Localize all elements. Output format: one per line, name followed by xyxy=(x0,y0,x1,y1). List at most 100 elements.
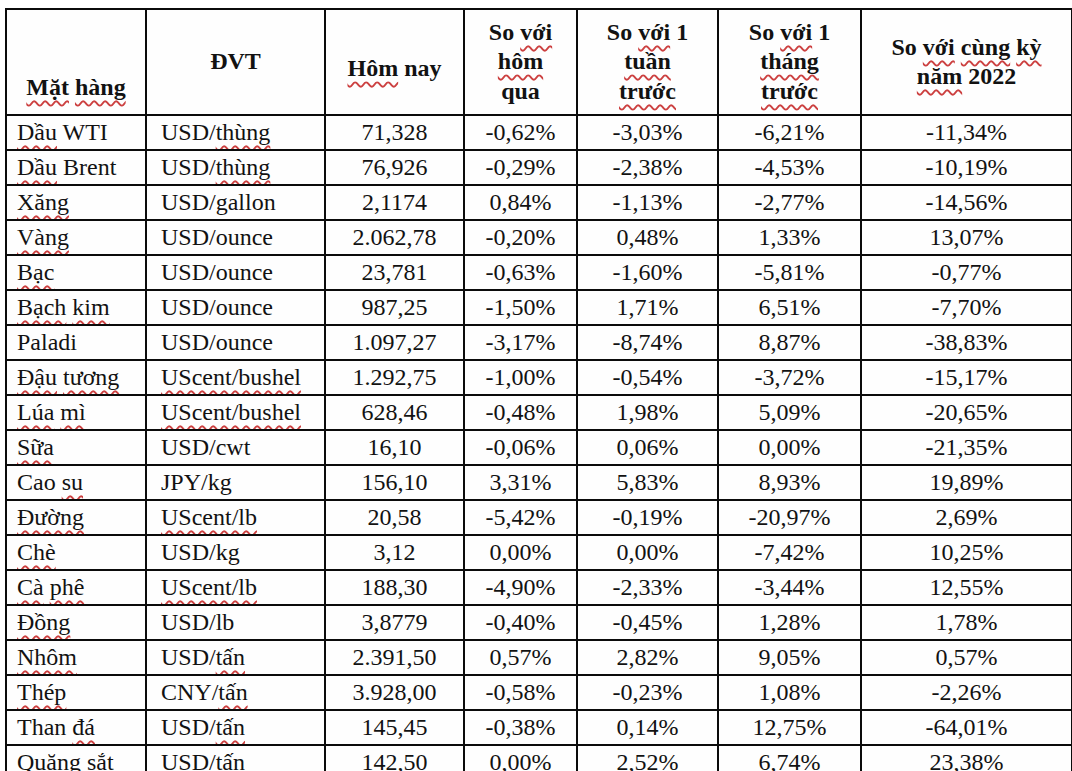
vs-2022-cell: -14,56% xyxy=(861,185,1072,220)
vs-week-cell: -8,74% xyxy=(577,325,718,360)
text-segment: So xyxy=(489,19,520,45)
commodity-name-cell: Cà phê xyxy=(6,570,146,605)
table-row: Đậu tươngUScent/bushel1.292,75-1,00%-0,5… xyxy=(6,360,1072,395)
misspelled-word: tấn xyxy=(216,714,245,740)
text-segment: So xyxy=(607,19,638,45)
misspelled-word: với xyxy=(923,34,955,60)
vs-2022-cell: -0,77% xyxy=(861,255,1072,290)
vs-yesterday-cell: 0,57% xyxy=(464,640,577,675)
commodity-name-cell: Than đá xyxy=(6,710,146,745)
unit-cell: USD/kg xyxy=(146,535,325,570)
commodity-name-cell: Thép xyxy=(6,675,146,710)
text-segment: USD/ xyxy=(161,749,216,771)
unit-cell: UScent/lb xyxy=(146,500,325,535)
header-line: So với cùng kỳ xyxy=(864,33,1069,62)
vs-week-cell: -0,45% xyxy=(577,605,718,640)
vs-2022-cell: 2,69% xyxy=(861,500,1072,535)
misspelled-word: năm xyxy=(917,63,962,89)
unit-cell: USD/thùng xyxy=(146,115,325,150)
commodity-name-cell: Dầu WTI xyxy=(6,115,146,150)
column-header-unit: ĐVT xyxy=(146,9,325,115)
vs-week-cell: 5,83% xyxy=(577,465,718,500)
misspelled-word: kim xyxy=(72,294,109,320)
table-row: ChèUSD/kg3,120,00%0,00%-7,42%10,25% xyxy=(6,535,1072,570)
vs-yesterday-cell: -0,38% xyxy=(464,710,577,745)
commodity-name-cell: Đường xyxy=(6,500,146,535)
unit-cell: JPY/kg xyxy=(146,465,325,500)
text-segment: USD/ounce xyxy=(161,329,273,355)
unit-cell: USD/ounce xyxy=(146,325,325,360)
today-value-cell: 3.928,00 xyxy=(325,675,464,710)
commodity-name-cell: Sữa xyxy=(6,430,146,465)
table-row: PaladiUSD/ounce1.097,27-3,17%-8,74%8,87%… xyxy=(6,325,1072,360)
text-segment: USD/ xyxy=(161,154,216,180)
vs-week-cell: 1,71% xyxy=(577,290,718,325)
vs-month-cell: 8,93% xyxy=(718,465,861,500)
vs-month-cell: -5,81% xyxy=(718,255,861,290)
header-line: tuần xyxy=(580,47,715,76)
table-header: Mặt hàngĐVTHôm naySo vớihômquaSo với 1tu… xyxy=(6,9,1072,115)
header-line: So với xyxy=(467,18,574,47)
vs-yesterday-cell: -5,42% xyxy=(464,500,577,535)
misspelled-word: trước xyxy=(761,78,818,104)
vs-yesterday-cell: -0,29% xyxy=(464,150,577,185)
misspelled-word: Bạc xyxy=(17,259,54,285)
misspelled-word: Thép xyxy=(17,679,66,705)
vs-yesterday-cell: -1,00% xyxy=(464,360,577,395)
text-segment: Cao xyxy=(17,469,62,495)
misspelled-word: UScent/bushel xyxy=(161,364,301,390)
unit-cell: USD/tấn xyxy=(146,745,325,771)
header-row: Mặt hàngĐVTHôm naySo vớihômquaSo với 1tu… xyxy=(6,9,1072,115)
misspelled-word: Vàng xyxy=(17,224,69,250)
vs-week-cell: -0,54% xyxy=(577,360,718,395)
column-header-name: Mặt hàng xyxy=(6,9,146,115)
vs-yesterday-cell: -0,40% xyxy=(464,605,577,640)
vs-week-cell: 2,52% xyxy=(577,745,718,771)
misspelled-word: Dầu xyxy=(17,154,57,180)
vs-week-cell: 0,14% xyxy=(577,710,718,745)
vs-yesterday-cell: -0,48% xyxy=(464,395,577,430)
vs-2022-cell: 13,07% xyxy=(861,220,1072,255)
vs-month-cell: 1,28% xyxy=(718,605,861,640)
vs-month-cell: -3,72% xyxy=(718,360,861,395)
table-body: Dầu WTIUSD/thùng71,328-0,62%-3,03%-6,21%… xyxy=(6,115,1072,771)
table-row: Lúa mìUScent/bushel628,46-0,48%1,98%5,09… xyxy=(6,395,1072,430)
vs-week-cell: -3,03% xyxy=(577,115,718,150)
table-row: ĐồngUSD/lb3,8779-0,40%-0,45%1,28%1,78% xyxy=(6,605,1072,640)
unit-cell: USD/gallon xyxy=(146,185,325,220)
commodity-name-cell: Xăng xyxy=(6,185,146,220)
today-value-cell: 1.097,27 xyxy=(325,325,464,360)
vs-week-cell: 1,98% xyxy=(577,395,718,430)
text-segment: USD/cwt xyxy=(161,434,250,460)
vs-month-cell: -20,97% xyxy=(718,500,861,535)
misspelled-word: thùng xyxy=(216,119,271,145)
vs-yesterday-cell: -0,63% xyxy=(464,255,577,290)
vs-month-cell: -6,21% xyxy=(718,115,861,150)
unit-cell: CNY/tấn xyxy=(146,675,325,710)
text-segment: USD/kg xyxy=(161,539,240,565)
vs-yesterday-cell: -0,58% xyxy=(464,675,577,710)
commodity-name-cell: Chè xyxy=(6,535,146,570)
text-segment: USD/ounce xyxy=(161,224,273,250)
column-header-vs-week: So với 1tuầntrước xyxy=(577,9,718,115)
commodity-name-cell: Bạch kim xyxy=(6,290,146,325)
misspelled-word: UScent/lb xyxy=(161,504,257,530)
today-value-cell: 2,1174 xyxy=(325,185,464,220)
misspelled-word: Dầu xyxy=(17,119,57,145)
misspelled-word: Mặt xyxy=(26,74,69,100)
vs-yesterday-cell: 0,00% xyxy=(464,535,577,570)
text-segment: 1 xyxy=(812,19,830,45)
text-segment: Brent xyxy=(57,154,116,180)
vs-week-cell: 2,82% xyxy=(577,640,718,675)
misspelled-word: su xyxy=(62,469,83,495)
vs-month-cell: 8,87% xyxy=(718,325,861,360)
vs-month-cell: 0,00% xyxy=(718,430,861,465)
commodity-name-cell: Dầu Brent xyxy=(6,150,146,185)
vs-2022-cell: 12,55% xyxy=(861,570,1072,605)
commodity-name-cell: Paladi xyxy=(6,325,146,360)
misspelled-word: tương xyxy=(63,364,119,390)
text-segment: JPY/kg xyxy=(161,469,232,495)
misspelled-word: phê xyxy=(50,574,85,600)
vs-yesterday-cell: -0,62% xyxy=(464,115,577,150)
text-segment: nay xyxy=(398,55,441,81)
